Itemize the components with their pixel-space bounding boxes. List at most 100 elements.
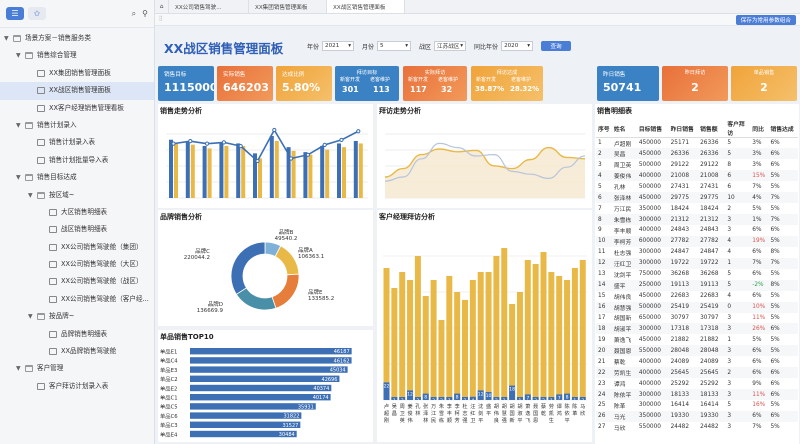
tree-item[interactable]: XX公司销售驾驶舱（客户经... bbox=[0, 291, 154, 308]
tree-item[interactable]: XX战区销售管理面板 bbox=[0, 82, 154, 100]
kpi-group-head: 拜访达成 bbox=[496, 70, 518, 76]
table-row: 1 卢超刚 450000 25171 26336 5 3% 6% bbox=[596, 138, 798, 149]
kpi-sub-value: 28.32% bbox=[510, 85, 540, 93]
star-icon[interactable]: ✩ bbox=[28, 7, 46, 20]
table-row: 23 谭鸿 400000 25292 25292 3 9% 6% bbox=[596, 378, 798, 389]
bar-value-label: 31822 bbox=[283, 414, 299, 420]
table-row: 6 张泽林 450000 29775 29775 10 4% 7% bbox=[596, 192, 798, 204]
table-cell: 6% bbox=[768, 367, 798, 379]
toolbar-icon[interactable]: ⫶⫶ bbox=[159, 15, 163, 23]
table-cell: 谭鸿 bbox=[613, 382, 626, 389]
tree-item[interactable]: XX公司销售驾驶舱（集团） bbox=[0, 239, 154, 256]
tree-item[interactable]: 客户拜访计划录入表 bbox=[0, 378, 154, 395]
tree-item[interactable]: ▼ 销售综合管理 bbox=[0, 47, 154, 64]
tree-item-label: 按品牌~ bbox=[49, 312, 75, 321]
table-cell: 24847 bbox=[670, 249, 690, 256]
tree-item-label: XX战区销售管理面板 bbox=[49, 86, 111, 95]
table-cell: 300000 bbox=[638, 249, 661, 256]
tree-item[interactable]: 战区销售明细表 bbox=[0, 221, 154, 238]
table-cell: 30797 bbox=[670, 314, 690, 321]
month-select[interactable]: 5 ▾ bbox=[377, 41, 412, 51]
category-label: 沈 bbox=[478, 402, 483, 410]
category-label: 剑 bbox=[478, 409, 483, 417]
tree-item[interactable]: XX客户经理销售管理看板 bbox=[0, 100, 154, 117]
column-header: 销售达成 bbox=[768, 119, 798, 138]
bar-value-label: 2 bbox=[416, 398, 419, 404]
table-cell: 26336 bbox=[700, 140, 719, 147]
table-cell: 8% bbox=[768, 279, 798, 291]
chevron-down-icon[interactable]: ▼ bbox=[28, 191, 33, 199]
year-select[interactable]: 2021 ▾ bbox=[322, 41, 355, 51]
tree-item[interactable]: ▼ 销售目标达成 bbox=[0, 169, 154, 186]
tree-item[interactable]: XX公司销售驾驶舱（战区） bbox=[0, 273, 154, 290]
tree-item[interactable]: ▼ 客户管理 bbox=[0, 360, 154, 377]
category-label: 周 bbox=[400, 403, 405, 410]
table-cell: 聂国恩 bbox=[611, 345, 637, 357]
save-params-button[interactable]: 保存为常用参数组合 bbox=[735, 14, 796, 25]
bar-value-label: 8 bbox=[456, 395, 459, 401]
tree-item[interactable]: ▼ 按品牌~ bbox=[0, 308, 154, 325]
table-cell: 16 bbox=[596, 301, 612, 313]
chevron-down-icon[interactable]: ▼ bbox=[16, 52, 21, 60]
chevron-down-icon[interactable]: ▼ bbox=[16, 365, 21, 373]
tree-item[interactable]: 大区销售明细表 bbox=[0, 204, 154, 221]
filter-icon[interactable]: ⚲ bbox=[142, 8, 148, 18]
tab-zone[interactable]: XX战区销售管理面板 bbox=[327, 0, 405, 13]
tree-item[interactable]: XX集团销售管理面板 bbox=[0, 65, 154, 82]
table-cell: 15% bbox=[750, 170, 769, 182]
brand-panel: 品牌销售分析 品牌B 49540.2 品牌A 106363.1 品牌E 133585.2 品… bbox=[158, 210, 373, 326]
tree-item[interactable]: 销售计划录入表 bbox=[0, 134, 154, 151]
top10-bar bbox=[190, 384, 332, 392]
category-label: 陈 bbox=[572, 402, 577, 410]
tree-item[interactable]: XX品牌销售驾驶舱 bbox=[0, 343, 154, 360]
table-cell: 盛平 bbox=[611, 279, 637, 291]
list-icon[interactable]: ☰ bbox=[6, 7, 24, 20]
table-cell: 19722 bbox=[698, 257, 726, 269]
pie-slice bbox=[235, 287, 277, 311]
tree-item-label: XX公司销售驾驶舱（战区） bbox=[61, 277, 143, 286]
bar-series-2 bbox=[391, 397, 398, 400]
home-icon[interactable]: ⌂ bbox=[155, 0, 169, 13]
tab-group[interactable]: XX集团销售管理面板 bbox=[249, 0, 327, 13]
table-cell: 24 bbox=[596, 389, 612, 400]
query-button[interactable]: 查询 bbox=[541, 41, 572, 51]
document-icon bbox=[49, 243, 57, 251]
kpi-value: 11150000 bbox=[164, 81, 214, 94]
chevron-down-icon: ▾ bbox=[527, 43, 531, 49]
table-row: 15 胡伟良 450000 22683 22683 4 6% 5% bbox=[596, 291, 798, 302]
bar-series-2 bbox=[438, 397, 445, 400]
kpi-sub-value: 32 bbox=[441, 85, 453, 94]
table-cell: 21882 bbox=[670, 336, 690, 343]
table-cell: 19330 bbox=[698, 410, 726, 422]
bar-series-2 bbox=[532, 397, 539, 400]
bar-series-2 bbox=[399, 397, 406, 400]
tree-item[interactable]: ▼ 场景方案－销售服务类 bbox=[0, 30, 154, 47]
tree-item[interactable]: ▼ 销售计划录入 bbox=[0, 117, 154, 134]
chevron-down-icon[interactable]: ▼ bbox=[16, 174, 21, 182]
category-label: 志 bbox=[462, 409, 467, 417]
zone-select[interactable]: 江苏战区 ▾ bbox=[434, 41, 467, 51]
tab-company[interactable]: XX公司销售驾驶... bbox=[169, 0, 249, 13]
bar-series-2 bbox=[485, 392, 492, 400]
tree-item[interactable]: 销售计划批量导入表 bbox=[0, 152, 154, 169]
table-cell: 21008 bbox=[698, 170, 726, 182]
search-icon[interactable]: ⌕ bbox=[131, 8, 137, 18]
table-cell: 25645 bbox=[668, 367, 699, 379]
chevron-down-icon[interactable]: ▼ bbox=[4, 35, 9, 42]
table-cell: 21008 bbox=[668, 170, 699, 182]
bar-series-1 bbox=[501, 248, 508, 400]
tree-item[interactable]: XX公司销售驾驶舱（大区） bbox=[0, 256, 154, 273]
tree-item[interactable]: 品牌销售明细表 bbox=[0, 326, 154, 343]
compare-select[interactable]: 2020 ▾ bbox=[501, 41, 534, 51]
tree-item-label: XX品牌销售驾驶舱 bbox=[61, 347, 117, 356]
table-cell: 25292 bbox=[700, 380, 719, 387]
chevron-down-icon[interactable]: ▼ bbox=[28, 313, 33, 321]
bar-series-1 bbox=[320, 145, 325, 198]
chevron-down-icon[interactable]: ▼ bbox=[16, 121, 21, 129]
table-cell: 5% bbox=[768, 301, 798, 313]
bar-value-label: 42696 bbox=[322, 377, 338, 383]
table-cell: 李丰顺 bbox=[613, 228, 632, 235]
bar-series-2 bbox=[358, 143, 363, 198]
trend-point bbox=[188, 139, 193, 144]
tree-item[interactable]: ▼ 按区域~ bbox=[0, 187, 154, 204]
